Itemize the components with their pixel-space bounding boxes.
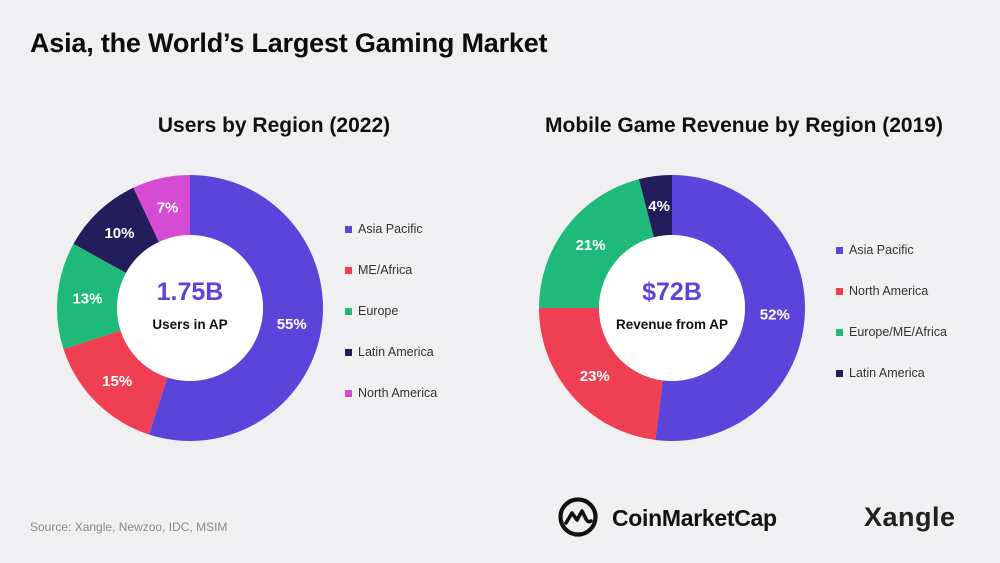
legend-swatch	[345, 307, 352, 315]
legend-label: ME/Africa	[358, 263, 413, 277]
legend-item: ME/Africa	[345, 263, 412, 277]
legend-item: Latin America	[836, 366, 925, 380]
legend-swatch	[836, 369, 843, 377]
center-label-revenue: Revenue from AP	[615, 317, 729, 332]
coinmarketcap-brand: CoinMarketCap	[612, 505, 777, 531]
data-label-europe-me-africa: 21%	[576, 237, 606, 254]
center-label-users: Users in AP	[152, 317, 228, 332]
legend-item: North America	[345, 386, 437, 400]
data-label-latin-america: 4%	[648, 198, 670, 215]
data-label-asia-pacific: 55%	[277, 316, 307, 333]
donut-slice-latin-america	[638, 175, 672, 238]
legend-label: Europe/ME/Africa	[849, 325, 947, 339]
legend-swatch	[836, 287, 843, 295]
donut-slice-latin-america	[73, 187, 159, 273]
legend-label: Asia Pacific	[849, 243, 914, 257]
donut-slice-europe	[57, 243, 127, 350]
legend-item: Europe/ME/Africa	[836, 325, 947, 339]
donut-slice-north-america	[539, 308, 663, 440]
data-label-asia-pacific: 52%	[760, 306, 790, 323]
center-value-users: 1.75B	[156, 278, 224, 306]
legend-label: Latin America	[849, 366, 925, 380]
legend-swatch	[345, 348, 352, 356]
legend-label: Latin America	[358, 345, 434, 359]
legend-swatch	[836, 328, 843, 336]
data-label-europe: 13%	[72, 290, 102, 307]
donut-slice-asia-pacific	[148, 175, 323, 441]
legend-swatch	[345, 389, 352, 397]
xangle-brand: Xangle	[864, 502, 956, 532]
center-value-revenue: $72B	[642, 278, 702, 306]
donut-slice-europe-me-africa	[539, 179, 654, 308]
donut-slice-me-africa	[63, 330, 168, 435]
data-label-north-america: 23%	[580, 368, 610, 385]
legend-label: North America	[849, 284, 929, 298]
legend-swatch	[836, 246, 843, 254]
donut-hole	[117, 235, 263, 381]
data-label-latin-america: 10%	[104, 225, 134, 242]
page-title: Asia, the World’s Largest Gaming Market	[30, 28, 548, 58]
legend-item: North America	[836, 284, 928, 298]
source-note: Source: Xangle, Newzoo, IDC, MSIM	[30, 520, 228, 534]
donut-hole	[599, 235, 745, 381]
data-label-north-america: 7%	[157, 199, 179, 216]
coinmarketcap-logo-icon	[558, 497, 598, 537]
legend-label: Asia Pacific	[358, 222, 423, 236]
legend-swatch	[345, 225, 352, 233]
legend-label: North America	[358, 386, 438, 400]
chart-title-revenue: Mobile Game Revenue by Region (2019)	[545, 114, 943, 137]
legend-item: Asia Pacific	[345, 222, 423, 236]
legend-item: Europe	[345, 304, 398, 318]
legend-swatch	[345, 266, 352, 274]
legend-item: Latin America	[345, 345, 434, 359]
donut-slice-asia-pacific	[655, 175, 805, 441]
legend-item: Asia Pacific	[836, 243, 914, 257]
donut-slice-north-america	[133, 175, 190, 242]
data-label-me-africa: 15%	[102, 373, 132, 390]
chart-title-users: Users by Region (2022)	[157, 114, 391, 137]
legend-label: Europe	[358, 304, 399, 318]
